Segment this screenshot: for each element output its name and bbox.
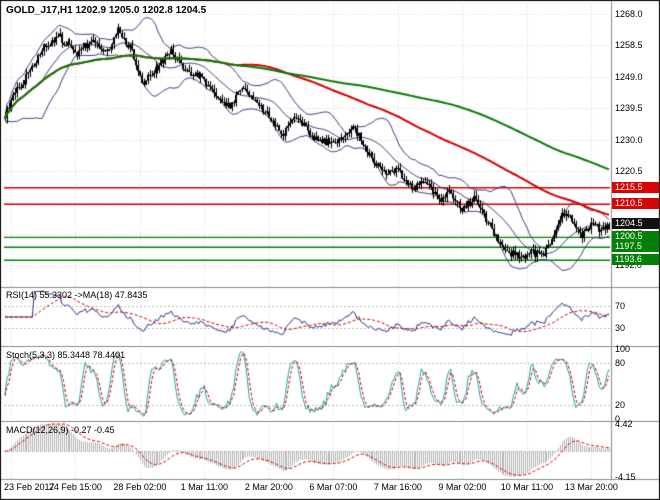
- price-line-badge: 1210.5: [612, 198, 659, 210]
- rsi-indicator-label: RSI(14) 55.3302 ->MA(18) 47.8435: [6, 290, 148, 300]
- price-line-badge: 1200.5: [612, 231, 659, 243]
- macd-axis-label: 4.42: [615, 419, 633, 429]
- time-axis-label: 1 Mar 11:00: [180, 482, 229, 492]
- current-price-badge: 1204.5: [612, 218, 659, 230]
- price-tick-label: 1268.0: [615, 8, 643, 19]
- stoch-axis-label: 80: [615, 358, 626, 368]
- price-tick-label: 1192.0: [615, 260, 642, 271]
- rsi-axis-label: 30: [615, 322, 626, 333]
- price-tick-label: 1230.0: [615, 134, 643, 145]
- stoch-axis-label: 100: [615, 344, 631, 354]
- rsi-axis-label: 70: [615, 301, 626, 312]
- time-axis-label: 10 Mar 11:00: [500, 482, 554, 492]
- symbol-ohlc-title: GOLD_J17,H1 1202.9 1205.0 1202.8 1204.5: [6, 5, 207, 16]
- time-axis-label: 23 Feb 2017: [4, 482, 55, 492]
- price-tick-label: 1258.5: [615, 40, 643, 51]
- time-axis-label: 24 Feb 15:00: [48, 482, 102, 492]
- stoch-axis-label: 0: [615, 414, 621, 424]
- price-line-badge: 1215.5: [612, 181, 659, 193]
- stoch-indicator-label: Stoch(5,3,3) 85.3448 78.4401: [6, 350, 126, 360]
- time-axis-label: 28 Feb 02:00: [113, 482, 167, 492]
- time-axis-label: 13 Mar 20:00: [564, 482, 618, 492]
- macd-indicator-label: MACD(12,26,9) -0.27 -0.45: [6, 425, 115, 435]
- price-line-badge: 1197.5: [612, 241, 659, 253]
- time-axis-label: 6 Mar 07:00: [309, 482, 358, 492]
- time-axis-label: 9 Mar 02:00: [438, 482, 487, 492]
- price-tick-label: 1220.5: [615, 166, 643, 177]
- price-tick-label: 1239.5: [615, 103, 643, 114]
- price-tick-label: 1249.0: [615, 71, 643, 82]
- time-axis-label: 2 Mar 20:00: [244, 482, 293, 492]
- macd-axis-label: -4.15: [615, 472, 636, 482]
- time-axis-label: 7 Mar 16:00: [373, 482, 422, 492]
- stoch-axis-label: 20: [615, 400, 626, 410]
- price-line-badge: 1193.6: [612, 254, 659, 266]
